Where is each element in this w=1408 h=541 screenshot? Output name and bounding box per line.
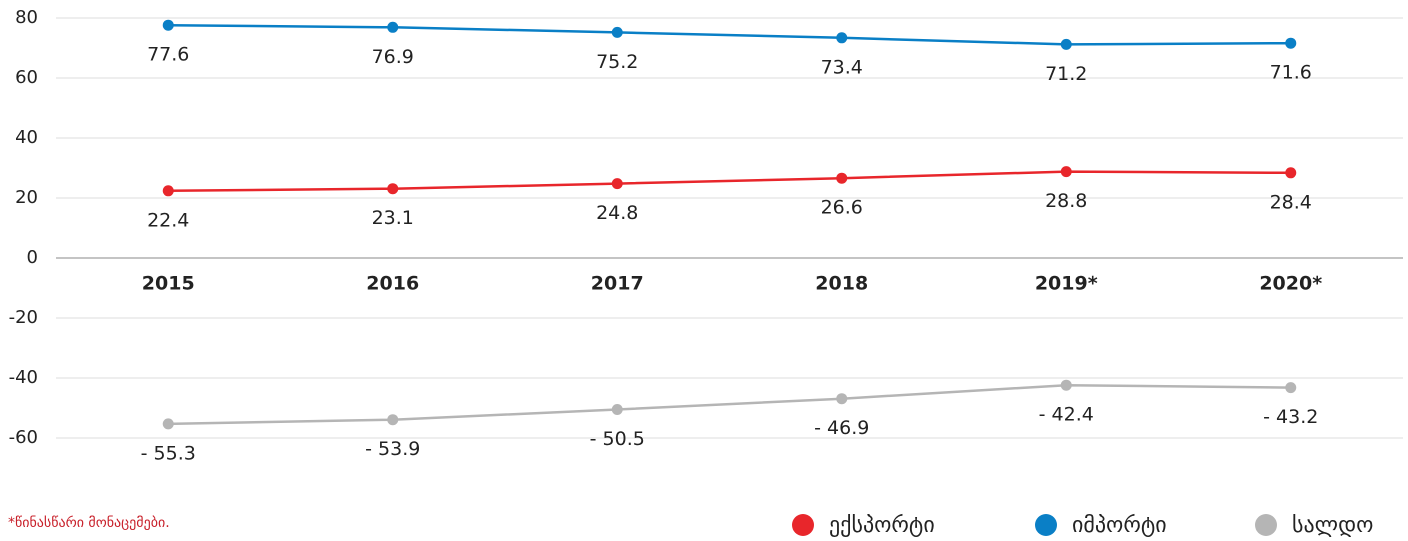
value-label: - 46.9 xyxy=(814,417,869,439)
y-tick-label: -20 xyxy=(9,307,38,328)
legend-label: სალდო xyxy=(1292,513,1373,538)
value-label: 76.9 xyxy=(372,46,414,68)
legend-marker xyxy=(792,514,814,536)
data-point xyxy=(1285,382,1297,394)
value-label: 28.4 xyxy=(1270,191,1312,213)
data-point xyxy=(1285,167,1297,179)
y-tick-label: -60 xyxy=(9,427,38,448)
data-point xyxy=(387,183,399,195)
data-point xyxy=(836,172,848,184)
y-tick-label: 20 xyxy=(15,187,38,208)
data-point xyxy=(387,21,399,33)
data-point xyxy=(387,414,399,426)
series-line xyxy=(168,383,1291,426)
legend-label: ექსპორტი xyxy=(829,513,935,538)
data-point xyxy=(162,19,174,31)
footnote: *წინასწარი მონაცემები. xyxy=(8,514,170,531)
y-tick-label: 40 xyxy=(15,127,38,148)
y-tick-label: 0 xyxy=(27,247,38,268)
data-point xyxy=(1060,38,1072,50)
x-tick-label: 2016 xyxy=(366,273,419,295)
value-label: 22.4 xyxy=(147,209,189,231)
x-tick-label: 2018 xyxy=(815,273,868,295)
y-tick-label: 80 xyxy=(15,7,38,28)
data-point xyxy=(162,185,174,197)
y-tick-label: 60 xyxy=(15,67,38,88)
value-label: 71.6 xyxy=(1270,62,1312,84)
data-point xyxy=(162,418,174,430)
data-point xyxy=(836,32,848,44)
data-point xyxy=(611,26,623,38)
value-label: 24.8 xyxy=(596,202,638,224)
x-tick-label: 2020* xyxy=(1259,273,1322,295)
legend-marker xyxy=(1035,514,1057,536)
data-point xyxy=(1060,379,1072,391)
data-point xyxy=(836,393,848,405)
data-point xyxy=(1060,166,1072,178)
legend-label: იმპორტი xyxy=(1072,513,1167,538)
value-label: 77.6 xyxy=(147,44,189,66)
value-label: 75.2 xyxy=(596,51,638,73)
value-label: - 53.9 xyxy=(365,438,420,460)
value-label: 71.2 xyxy=(1045,63,1087,85)
value-label: - 42.4 xyxy=(1039,404,1094,426)
data-point xyxy=(1285,37,1297,49)
value-label: 26.6 xyxy=(821,197,863,219)
value-label: - 55.3 xyxy=(141,442,196,464)
x-tick-label: 2015 xyxy=(142,273,195,295)
x-tick-label: 2017 xyxy=(591,273,644,295)
y-tick-label: -40 xyxy=(9,367,38,388)
value-label: 23.1 xyxy=(372,207,414,229)
x-tick-label: 2019* xyxy=(1035,273,1098,295)
value-label: 73.4 xyxy=(821,56,863,78)
value-label: - 43.2 xyxy=(1263,406,1318,428)
legend-marker xyxy=(1255,514,1277,536)
value-label: 28.8 xyxy=(1045,190,1087,212)
series-line xyxy=(168,23,1291,46)
data-point xyxy=(611,404,623,415)
value-label: - 50.5 xyxy=(590,428,645,450)
series-line xyxy=(168,170,1291,193)
data-point xyxy=(611,178,623,190)
